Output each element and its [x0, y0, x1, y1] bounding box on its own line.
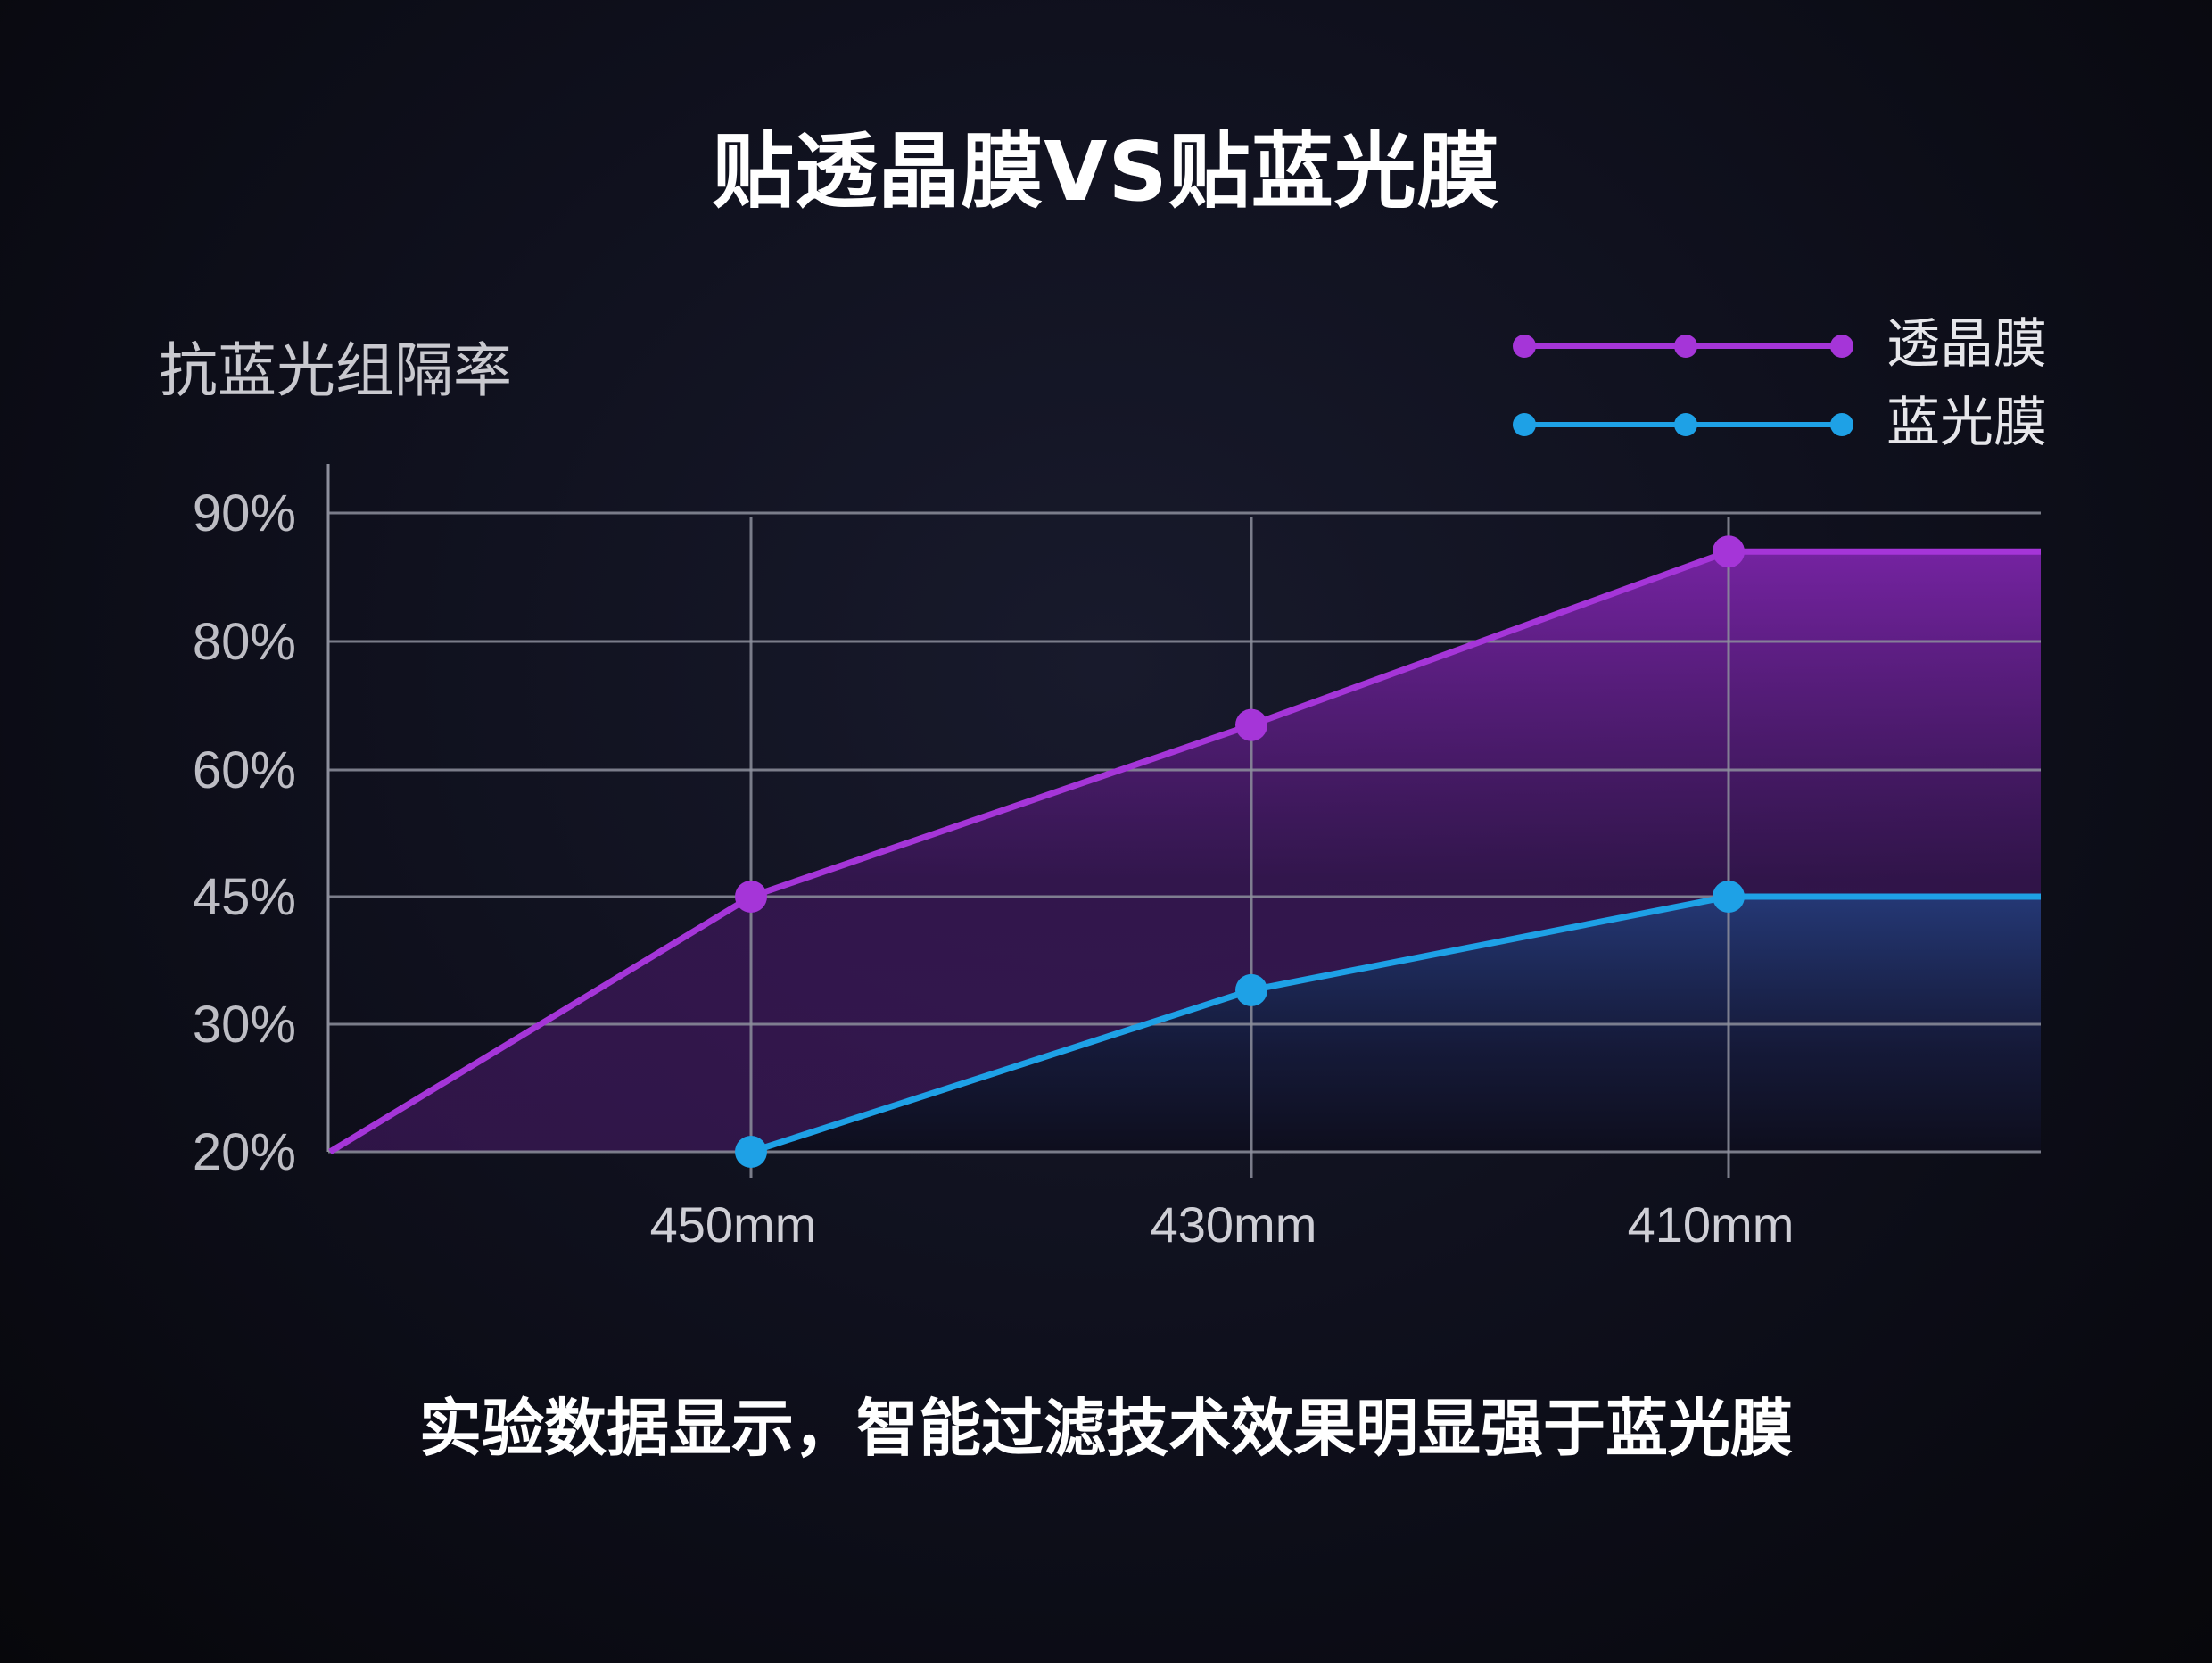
- line-layer: [328, 535, 2041, 1168]
- chart-title: 贴透晶膜VS贴蓝光膜: [712, 124, 1500, 219]
- legend-item-blue: 蓝光膜: [1512, 391, 2065, 469]
- x-tick-label: 450mm: [650, 1196, 817, 1253]
- y-tick-label: 20%: [193, 1123, 296, 1181]
- point-blue-1: [1235, 973, 1267, 1006]
- legend-item-crystal: 透晶膜: [1512, 312, 2065, 391]
- legend-label-crystal: 透晶膜: [1886, 313, 2047, 376]
- y-tick-label: 90%: [193, 484, 296, 542]
- legend-swatch-crystal: [1513, 335, 1853, 358]
- point-crystal-2: [1713, 535, 1745, 568]
- y-tick-label: 80%: [193, 613, 296, 671]
- point-blue-0: [735, 1136, 767, 1168]
- y-tick-label: 60%: [193, 741, 296, 799]
- x-tick-label: 430mm: [1151, 1196, 1317, 1253]
- y-axis-title: 抗蓝光组隔率: [159, 336, 512, 405]
- point-crystal-1: [1235, 708, 1267, 741]
- series-line-blue: [749, 893, 2041, 1155]
- footer-caption: 实验数据显示，智能过滤技术效果明显强于蓝光膜: [419, 1392, 1793, 1465]
- legend-label-blue: 蓝光膜: [1886, 392, 2047, 454]
- tick-layer: 90% 80% 60% 45% 30% 20% 450mm 430mm 410mm: [193, 484, 1794, 1253]
- legend: 透晶膜 蓝光膜: [1512, 312, 2065, 469]
- x-tick-label: 410mm: [1628, 1196, 1795, 1253]
- point-blue-2: [1713, 881, 1745, 913]
- point-crystal-0: [735, 881, 767, 913]
- y-tick-label: 30%: [193, 996, 296, 1054]
- legend-swatch-blue: [1513, 413, 1853, 436]
- y-tick-label: 45%: [193, 868, 296, 926]
